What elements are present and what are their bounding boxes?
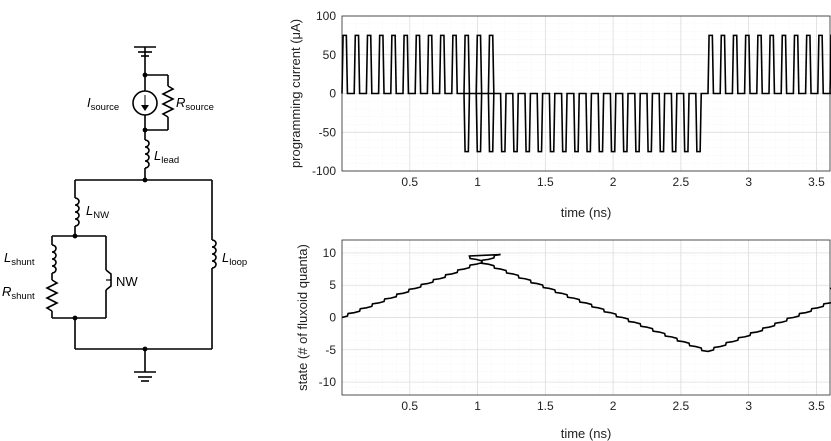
y-axis-label: programming current (μA) (288, 19, 303, 168)
x-axis-label: time (ns) (561, 426, 612, 441)
label-l-nw: LNW (86, 203, 109, 221)
inductor-l-shunt (51, 244, 57, 274)
y-tick-label: 100 (316, 9, 336, 23)
series-state (341, 253, 831, 353)
inductor-l-loop (211, 239, 217, 269)
x-tick-label: 2 (610, 399, 617, 413)
ground-symbol-top (134, 46, 156, 58)
x-tick-label: 2 (610, 175, 617, 189)
y-tick-label: 5 (329, 278, 336, 292)
y-tick-label: 10 (323, 246, 337, 260)
inductor-l-lead (144, 139, 150, 169)
y-tick-label: -50 (319, 125, 337, 139)
x-tick-label: 1 (474, 399, 481, 413)
label-l-loop: Lloop (222, 250, 247, 268)
ground-symbol-bottom (134, 371, 156, 382)
y-tick-label: -10 (319, 375, 337, 389)
x-tick-label: 1 (474, 175, 481, 189)
x-tick-labels: 0.5 1 1.5 2 2.5 3 3.5 (401, 175, 825, 189)
x-tick-label: 3.5 (808, 175, 825, 189)
inductor-l-nw (74, 197, 80, 227)
current-source-symbol (132, 90, 158, 116)
label-r-source: Rsource (176, 95, 214, 113)
x-tick-label: 3.5 (808, 399, 825, 413)
resistor-r-shunt (45, 279, 59, 312)
x-tick-label: 1.5 (537, 399, 554, 413)
label-i-source: Isource (87, 95, 119, 113)
series-programming-current (341, 34, 831, 153)
x-tick-label: 0.5 (401, 399, 418, 413)
x-tick-label: 1.5 (537, 175, 554, 189)
chart-state: 0.5 1 1.5 2 2.5 3 3.5 -10 -5 0 5 10 time (ns) stat… (295, 239, 831, 441)
x-tick-label: 3 (745, 175, 752, 189)
label-r-shunt: Rshunt (2, 284, 35, 302)
y-tick-label: 0 (329, 311, 336, 325)
resistor-r-source (161, 75, 175, 130)
y-tick-label: 0 (329, 87, 336, 101)
label-l-shunt: Lshunt (4, 250, 35, 268)
y-tick-label: -5 (325, 343, 336, 357)
label-nw: NW (116, 274, 138, 289)
x-tick-labels: 0.5 1 1.5 2 2.5 3 3.5 (401, 399, 825, 413)
y-tick-label: -100 (312, 164, 336, 178)
circuit-diagram: Isource Rsource Llead LNW (2, 46, 247, 382)
y-tick-labels: -100 -50 0 50 100 (312, 9, 336, 178)
label-l-lead: Llead (154, 148, 179, 166)
x-tick-label: 2.5 (673, 175, 690, 189)
x-tick-label: 0.5 (401, 175, 418, 189)
grid (342, 240, 830, 395)
x-tick-label: 2.5 (673, 399, 690, 413)
x-axis-label: time (ns) (561, 205, 612, 220)
nanowire-symbol (105, 269, 112, 291)
y-axis-label: state (# of fluxoid quanta) (295, 244, 310, 391)
y-tick-label: 50 (323, 48, 337, 62)
y-tick-labels: -10 -5 0 5 10 (319, 246, 337, 389)
x-tick-label: 3 (745, 399, 752, 413)
